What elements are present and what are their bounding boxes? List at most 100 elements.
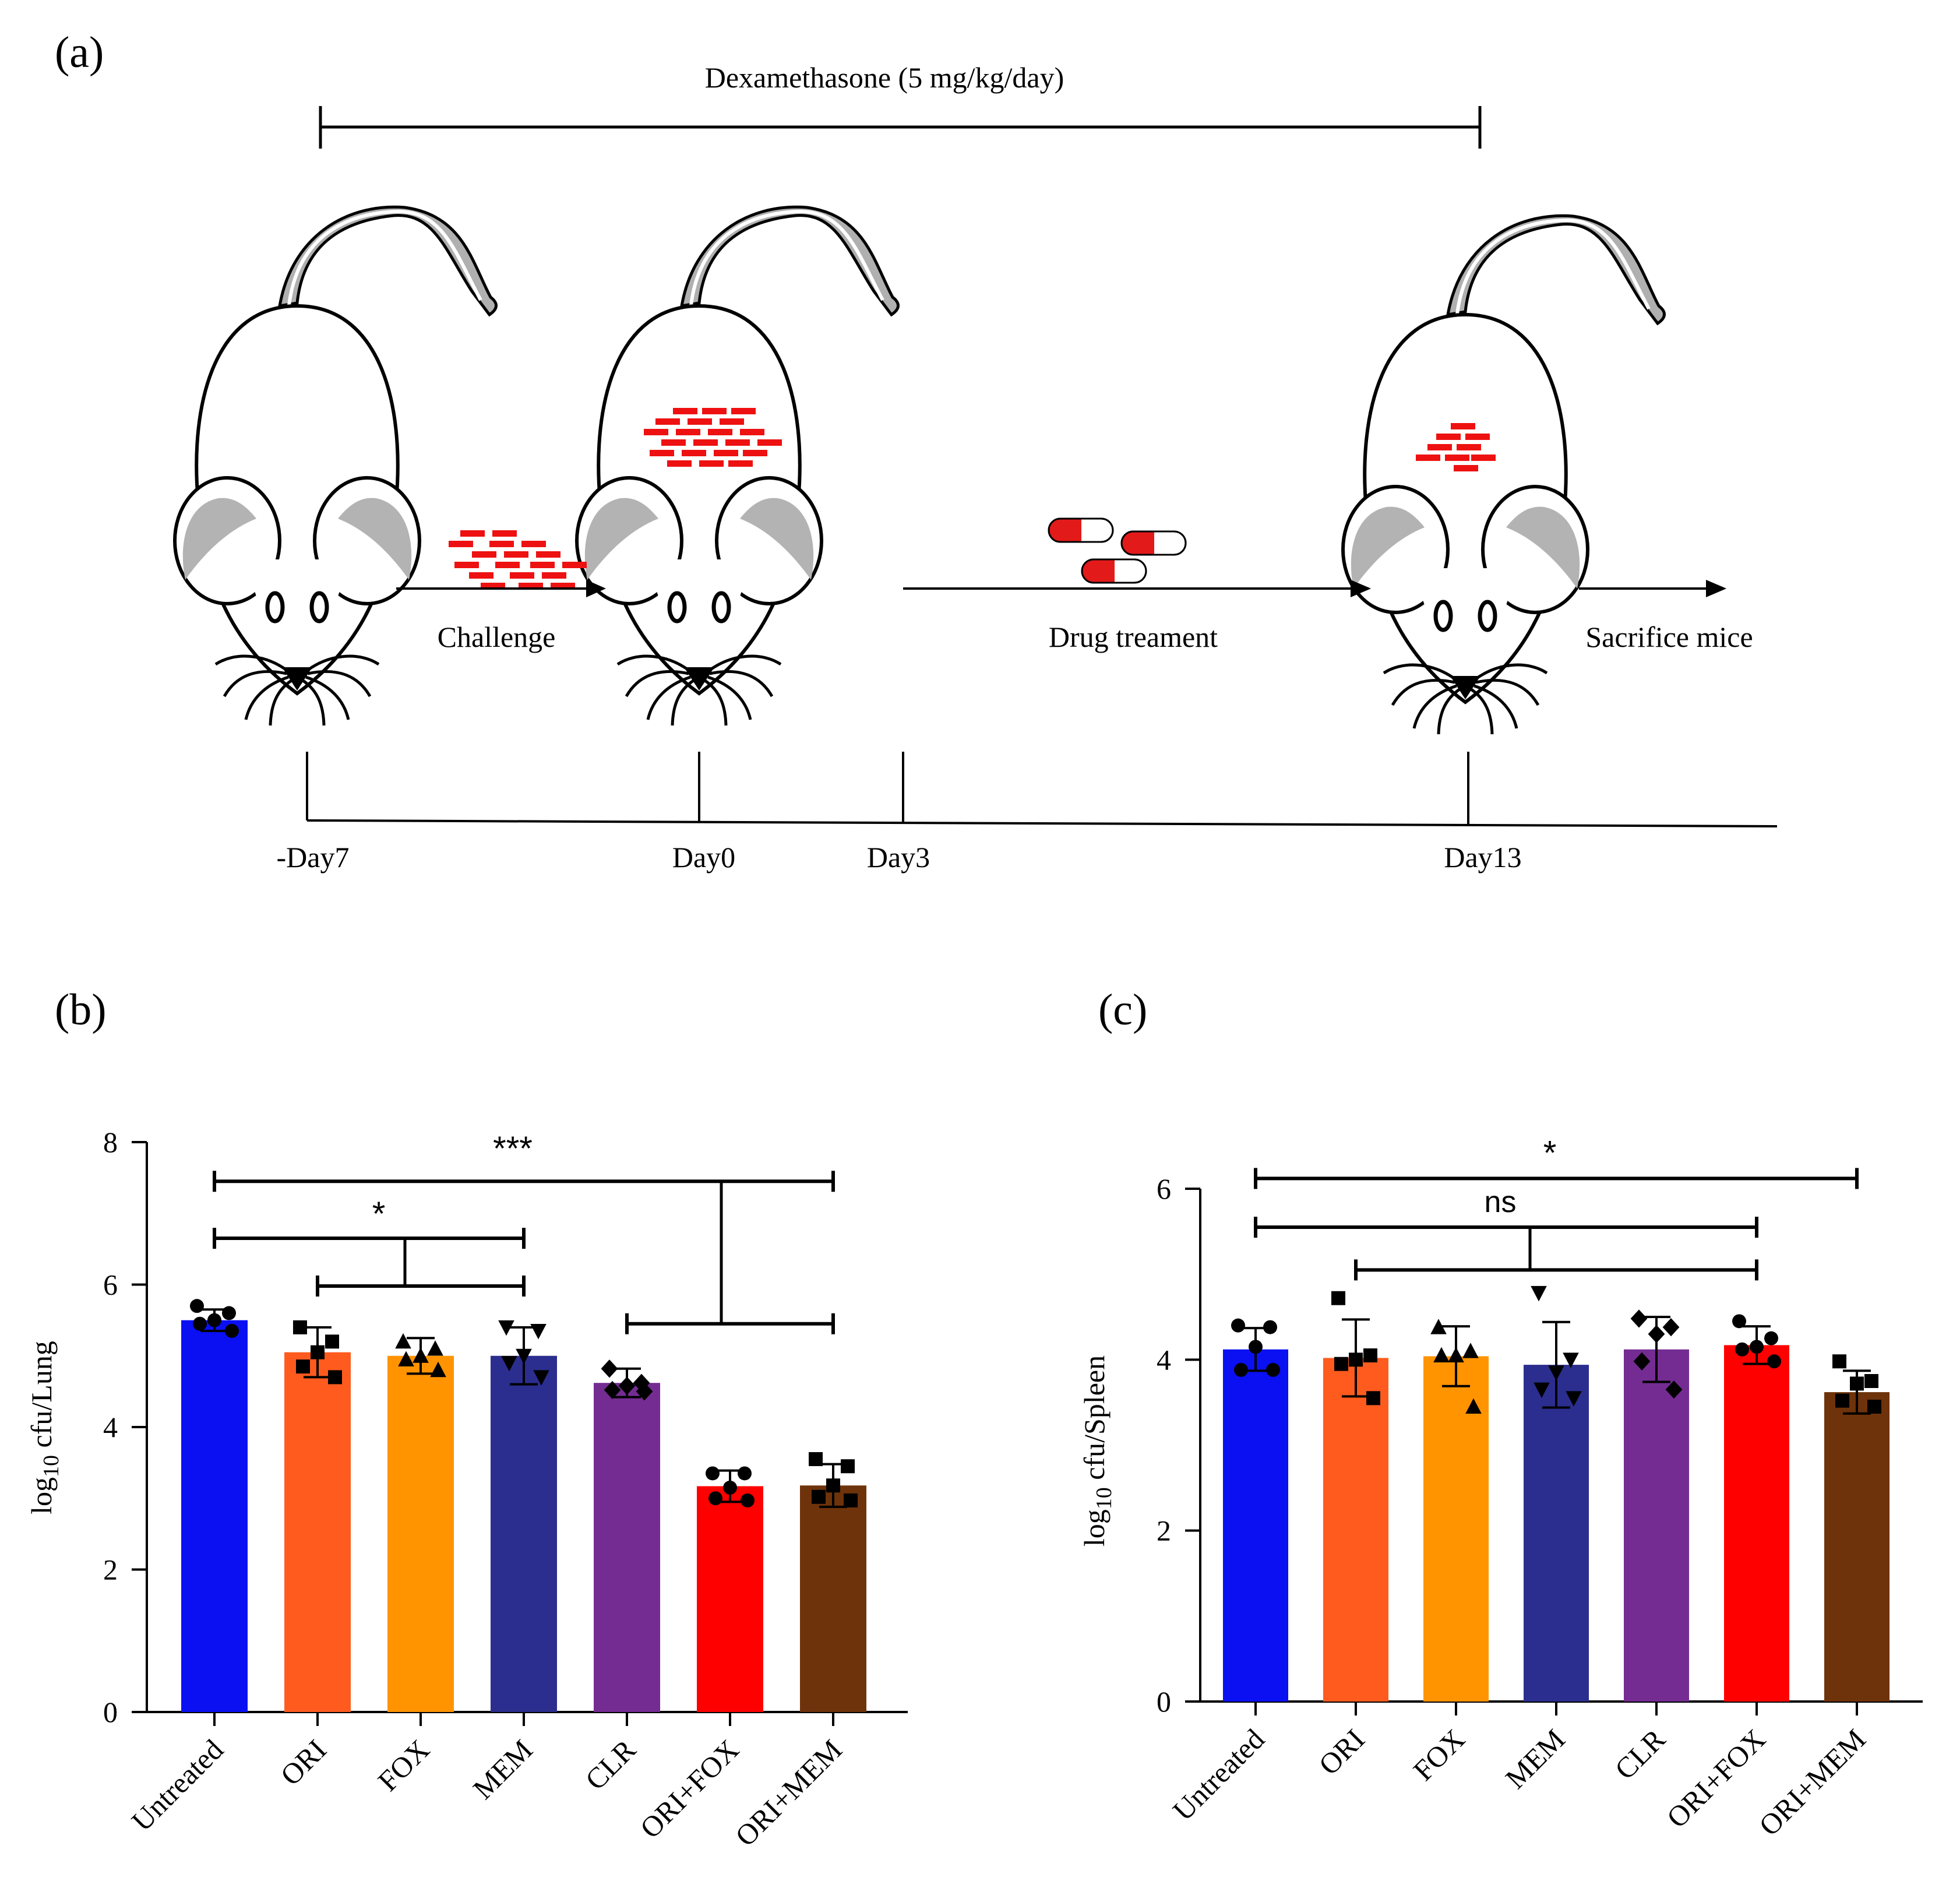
bar-ori-mem — [1824, 1392, 1890, 1702]
bacterium — [1471, 455, 1496, 461]
bacterium — [650, 450, 674, 456]
challenge-arrow — [396, 579, 606, 598]
data-point — [193, 1316, 207, 1331]
bacterium — [1445, 455, 1469, 461]
timeline-axis — [306, 752, 1778, 827]
bacterium — [702, 408, 727, 414]
y-tick-label: 0 — [1157, 1685, 1171, 1718]
data-point — [1630, 1309, 1648, 1328]
x-tick-label: CLR — [1608, 1723, 1672, 1786]
data-point — [395, 1333, 411, 1349]
bacterium — [1416, 455, 1440, 461]
drug-treatment-arrow — [903, 579, 1372, 598]
data-point — [1349, 1352, 1363, 1367]
bacterium — [725, 439, 750, 446]
bacterium — [708, 429, 732, 435]
bacterium — [720, 418, 744, 425]
panel-label-b: (b) — [55, 985, 107, 1034]
bacterium — [655, 418, 680, 425]
bacterium — [673, 408, 697, 414]
data-point — [1566, 1391, 1582, 1407]
drug-pills-icon — [1048, 517, 1187, 584]
data-point — [1263, 1320, 1277, 1334]
bacterium — [481, 583, 505, 589]
data-point — [1534, 1382, 1550, 1399]
bar-clr — [594, 1383, 660, 1712]
data-point — [1735, 1342, 1749, 1357]
data-point — [708, 1491, 722, 1506]
data-point — [1850, 1376, 1864, 1391]
x-tick-label: ORI+MEM — [1753, 1723, 1872, 1842]
bacterium — [661, 439, 686, 446]
data-point — [812, 1489, 826, 1504]
day-label-day3: Day3 — [867, 841, 930, 873]
bacterium — [644, 429, 668, 435]
y-tick-label: 2 — [103, 1554, 118, 1586]
significance-label: *** — [493, 1130, 533, 1168]
y-axis-label: log10 cfu/Spleen — [1078, 1355, 1116, 1547]
day-label-day0: Day0 — [672, 841, 735, 873]
y-axis-label: log10 cfu/Lung — [25, 1341, 64, 1514]
bacterium — [521, 541, 546, 547]
bacterium — [536, 551, 560, 558]
x-tick-label: MEM — [1499, 1723, 1571, 1795]
dexamethasone-label: Dexamethasone (5 mg/kg/day) — [705, 61, 1064, 94]
data-point — [225, 1323, 239, 1338]
bar-untreated — [181, 1320, 248, 1712]
bar-ori — [1323, 1358, 1388, 1702]
data-point — [1234, 1362, 1248, 1377]
data-point — [706, 1466, 720, 1481]
data-point — [190, 1299, 204, 1313]
data-point — [516, 1348, 532, 1365]
bacterium — [682, 450, 706, 456]
data-point — [398, 1351, 414, 1366]
bacterium — [1457, 444, 1481, 450]
data-point — [1363, 1348, 1377, 1362]
data-point — [1563, 1352, 1579, 1368]
bacterium — [688, 418, 712, 425]
data-point — [1832, 1354, 1846, 1369]
panel-label-a: (a) — [55, 28, 104, 77]
sacrifice-label: Sacrifice mice — [1585, 621, 1753, 653]
data-point — [1430, 1319, 1447, 1334]
bacterium — [489, 541, 514, 547]
y-tick-label: 6 — [1157, 1172, 1171, 1205]
spleen-cfu-chart: 0 2 4 6 log10 cfu/Spleen Untreated ORI FOX MEM CL… — [1078, 1134, 1923, 1842]
data-point — [741, 1493, 755, 1507]
x-tick-label: Untreated — [125, 1733, 230, 1837]
data-point — [1764, 1331, 1778, 1345]
data-point — [618, 1376, 636, 1395]
data-point — [1462, 1343, 1479, 1358]
bacteria-lung-day0-icon — [644, 408, 782, 467]
y-tick-label: 6 — [103, 1269, 118, 1301]
mouse-day13-icon — [1343, 216, 1665, 734]
data-point — [430, 1361, 446, 1378]
challenge-label: Challenge — [438, 621, 556, 653]
data-point — [1648, 1325, 1665, 1343]
x-tick-label: FOX — [1406, 1723, 1471, 1787]
data-point — [844, 1493, 858, 1507]
data-point — [738, 1466, 752, 1481]
data-point — [723, 1480, 737, 1495]
drug-treatment-label: Drug treament — [1049, 621, 1218, 653]
bacterium — [699, 460, 724, 467]
bacterium — [519, 583, 543, 589]
data-point — [501, 1355, 517, 1372]
data-point — [1531, 1285, 1547, 1302]
dexamethasone-bracket — [319, 106, 1482, 149]
x-tick-label: FOX — [371, 1733, 435, 1797]
bacterium — [469, 572, 493, 579]
x-tick-label: ORI+MEM — [729, 1733, 848, 1852]
data-point — [207, 1313, 221, 1327]
bacterium — [530, 562, 555, 568]
y-tick-label: 0 — [103, 1696, 118, 1728]
data-point — [311, 1345, 325, 1359]
bacterium — [740, 429, 764, 435]
data-point — [1662, 1318, 1680, 1337]
bacterium — [714, 450, 738, 456]
data-point — [325, 1334, 339, 1349]
day-label-day13: Day13 — [1444, 841, 1521, 873]
y-tick-label: 2 — [1157, 1514, 1171, 1547]
bacterium — [504, 551, 528, 558]
